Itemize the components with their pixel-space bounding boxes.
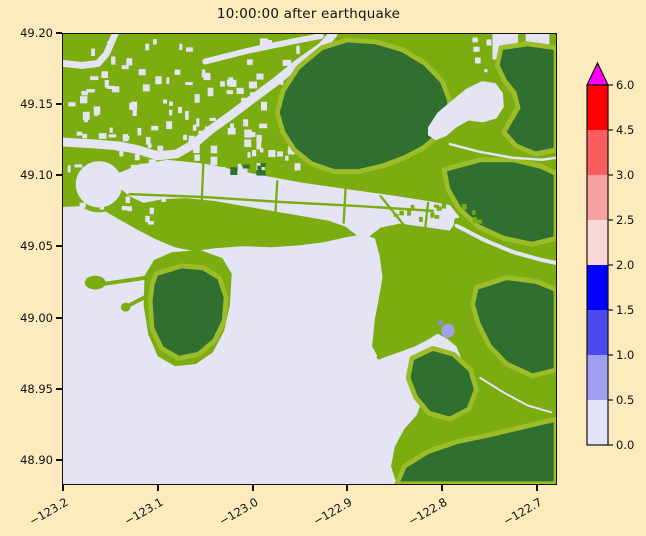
colorbar-tick-label: 4.5 bbox=[616, 123, 635, 137]
colorbar-segment bbox=[587, 220, 608, 265]
x-tick-label: −123.2 bbox=[26, 494, 71, 529]
y-tick-mark bbox=[56, 388, 62, 390]
map-shape-flood-dot bbox=[437, 320, 443, 326]
colorbar-tick-label: 1.0 bbox=[616, 348, 635, 362]
x-tick-mark bbox=[252, 484, 254, 491]
map-shape-dark-field-patches bbox=[230, 163, 266, 176]
map-shape-lowland-road-3 bbox=[274, 180, 279, 217]
y-tick-label: 49.05 bbox=[20, 239, 53, 253]
map-shape-ferry-terminal bbox=[120, 302, 131, 312]
map-shape-lowland-road-6 bbox=[423, 201, 430, 230]
colorbar-tick-label: 0.5 bbox=[616, 393, 635, 407]
map-shape-highland-point-roberts bbox=[147, 263, 229, 361]
colorbar-tick-label: 2.5 bbox=[616, 213, 635, 227]
colorbar-segment bbox=[587, 355, 608, 400]
x-tick-mark bbox=[62, 484, 64, 491]
y-tick-label: 49.20 bbox=[20, 26, 53, 40]
colorbar-tick-label: 6.0 bbox=[616, 78, 635, 92]
y-tick-label: 48.90 bbox=[20, 453, 53, 467]
plot-title: 10:00:00 after earthquake bbox=[216, 6, 401, 22]
colorbar-over-arrow bbox=[586, 61, 609, 86]
x-tick-mark bbox=[157, 484, 159, 491]
x-tick-label: −123.0 bbox=[216, 494, 261, 529]
map-shape-highland-central bbox=[274, 37, 453, 175]
map-shape-urban-speckles-nw bbox=[67, 38, 301, 175]
map-shape-highland-semiahmoo bbox=[405, 345, 479, 422]
colorbar-segment bbox=[587, 85, 608, 130]
colorbar bbox=[586, 61, 613, 446]
map-shape-serpentine-lowland bbox=[115, 159, 460, 238]
colorbar-segment bbox=[587, 175, 608, 220]
map-shape-river-streak-east bbox=[448, 142, 556, 161]
y-tick-mark bbox=[56, 174, 62, 176]
map-shape-nicomekl-valley-streak bbox=[454, 223, 556, 265]
y-tick-mark bbox=[56, 103, 62, 105]
y-tick-label: 49.15 bbox=[20, 97, 53, 111]
map-shape-semiahmoo-spit bbox=[376, 329, 439, 360]
map-shape-highland-lower-right bbox=[470, 275, 556, 379]
y-tick-label: 49.10 bbox=[20, 168, 53, 182]
map-shape-green-speckles-whiterock bbox=[393, 203, 483, 226]
x-tick-label: −122.9 bbox=[310, 494, 355, 529]
colorbar-segment bbox=[587, 400, 608, 445]
map-shape-port-jetty bbox=[97, 274, 155, 287]
y-tick-mark bbox=[56, 317, 62, 319]
colorbar-tick-label: 0.0 bbox=[616, 438, 635, 452]
y-tick-label: 48.95 bbox=[20, 382, 53, 396]
map-shape-ferry-jetty bbox=[125, 292, 153, 309]
map-shape-ne-lake bbox=[428, 81, 504, 141]
map-raster bbox=[63, 34, 556, 484]
map-shape-fraser-main-arm bbox=[63, 34, 338, 161]
map-shape-lowland-road-5 bbox=[379, 194, 406, 227]
map-shape-fraser-north-arm bbox=[63, 34, 119, 69]
map-shape-urban-speckles-ladner bbox=[73, 174, 166, 229]
colorbar-tick-label: 1.5 bbox=[616, 303, 635, 317]
y-tick-mark bbox=[56, 32, 62, 34]
x-tick-label: −122.7 bbox=[500, 494, 545, 529]
colorbar-segment bbox=[587, 310, 608, 355]
map-shape-valley-streak-se bbox=[479, 376, 553, 414]
map-shape-lowland-road-4 bbox=[342, 188, 347, 224]
x-tick-label: −123.1 bbox=[121, 494, 166, 529]
x-tick-mark bbox=[346, 484, 348, 491]
map-shape-highland-bottom-right bbox=[394, 416, 556, 484]
colorbar-tick-label: 2.0 bbox=[616, 258, 635, 272]
map-shape-lowland-road-1 bbox=[128, 192, 434, 213]
map-shape-flood-patch bbox=[441, 323, 455, 338]
y-tick-mark bbox=[56, 245, 62, 247]
y-tick-label: 49.00 bbox=[20, 311, 53, 325]
map-shape-lowland-road-2 bbox=[200, 162, 205, 211]
colorbar-tick-label: 3.0 bbox=[616, 168, 635, 182]
colorbar-segment bbox=[587, 265, 608, 310]
map-shape-highland-northeast bbox=[494, 41, 556, 157]
map-plot bbox=[62, 33, 557, 485]
colorbar-segment bbox=[587, 130, 608, 175]
map-shape-highland-mid-right bbox=[441, 157, 556, 247]
y-tick-mark bbox=[56, 459, 62, 461]
map-shape-port-terminal bbox=[84, 275, 106, 290]
x-tick-mark bbox=[536, 484, 538, 491]
x-tick-mark bbox=[441, 484, 443, 491]
x-tick-label: −122.8 bbox=[405, 494, 450, 529]
